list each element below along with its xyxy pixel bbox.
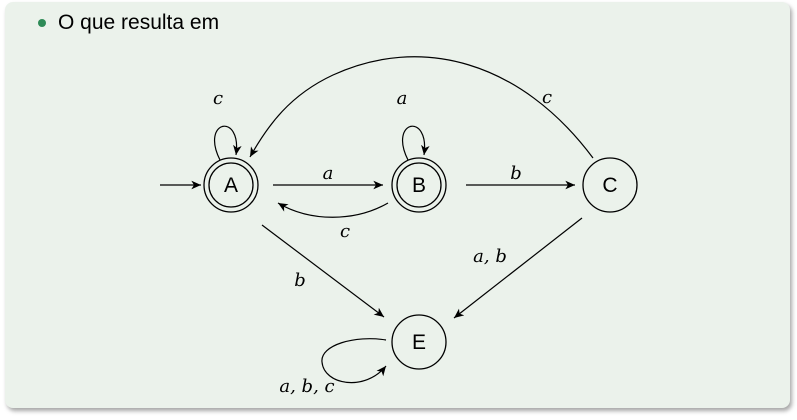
bullet-item: O que resulta em [38,11,219,35]
edge-e-e [321,338,387,384]
state-b: B [391,157,447,213]
edge-c-a-label: c [542,87,552,108]
edge-a-e [261,224,385,318]
state-e-label: E [412,331,426,354]
edge-a-e-label: b [294,270,306,291]
edge-b-b [402,125,430,161]
state-a: A [203,157,259,213]
bullet-text: O que resulta em [58,11,220,34]
edge-e-e-label: a, b, c [279,376,334,397]
edge-c-e [453,217,583,319]
state-c-label: C [602,174,617,197]
edge-c-e-label: a, b [473,246,507,267]
edge-b-a [277,202,389,218]
slide-panel [5,2,790,408]
bullet-icon [38,19,46,27]
state-e: E [391,314,447,370]
state-a-label: A [224,174,238,197]
state-b-label: B [412,174,426,197]
edge-b-a-label: c [340,221,350,242]
state-c: C [582,157,638,213]
edge-b-c-label: b [510,163,522,184]
edge-a-b-label: a [323,163,334,184]
edge-b-b-label: a [397,88,408,109]
edge-a-a-label: c [213,88,223,109]
edge-a-a [214,125,242,161]
edge-c-a [249,56,594,159]
